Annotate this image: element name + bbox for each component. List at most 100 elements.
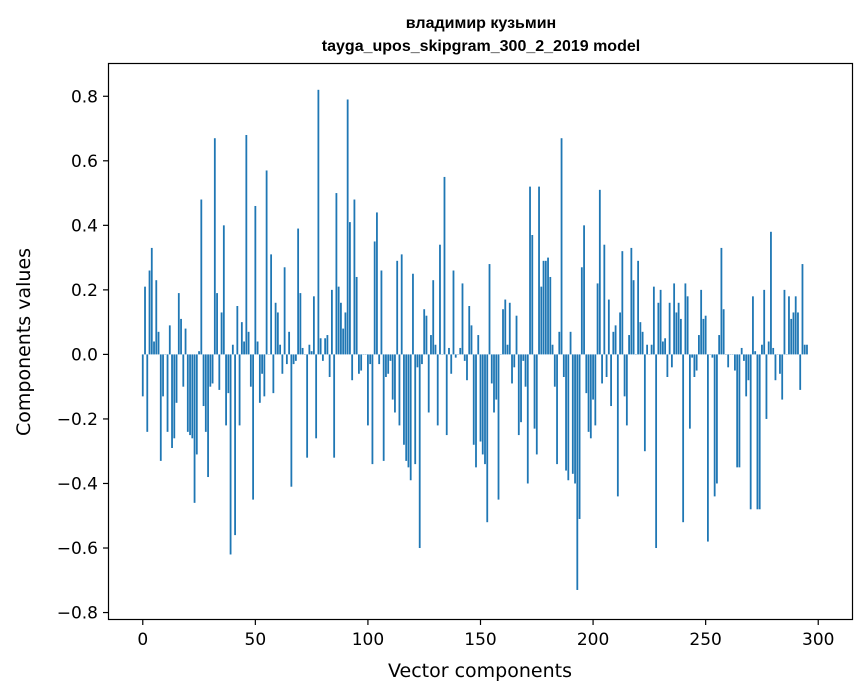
bar-250 <box>704 315 707 355</box>
bar-157 <box>495 354 498 400</box>
bar-199 <box>589 354 592 439</box>
bar-175 <box>535 354 538 455</box>
bar-192 <box>574 354 576 484</box>
bar-256 <box>718 335 721 355</box>
bar-134 <box>443 176 446 355</box>
bar-7 <box>157 331 160 355</box>
bar-221 <box>639 322 642 355</box>
bar-178 <box>542 260 545 355</box>
bar-255 <box>716 354 718 484</box>
bar-57 <box>270 254 273 355</box>
bar-76 <box>312 296 315 355</box>
bar-70 <box>299 293 302 355</box>
bar-47 <box>247 331 250 355</box>
bar-86 <box>335 193 338 355</box>
bar-290 <box>794 296 797 355</box>
bar-209 <box>612 331 615 355</box>
bar-266 <box>740 347 743 355</box>
bar-63 <box>283 267 286 355</box>
bar-144 <box>466 354 468 381</box>
bar-235 <box>670 354 673 368</box>
bar-234 <box>668 302 671 355</box>
chart-subtitle: tayga_upos_skipgram_300_2_2019 model <box>322 38 640 55</box>
bar-117 <box>405 354 408 461</box>
bar-61 <box>279 344 282 355</box>
bar-88 <box>340 302 342 355</box>
bar-253 <box>711 354 714 358</box>
bar-179 <box>544 260 547 355</box>
bar-111 <box>391 354 394 400</box>
bar-223 <box>643 354 646 452</box>
bar-276 <box>763 289 766 355</box>
bar-23 <box>193 354 196 503</box>
x-tick-label: 250 <box>689 630 721 650</box>
bar-135 <box>445 354 448 436</box>
bar-180 <box>547 257 549 355</box>
bar-29 <box>207 354 209 478</box>
bar-20 <box>186 354 189 432</box>
bar-15 <box>175 354 178 403</box>
bar-36 <box>222 225 225 355</box>
bar-155 <box>490 354 493 384</box>
bar-93 <box>351 354 354 381</box>
bar-8 <box>159 354 162 461</box>
bar-26 <box>200 199 203 355</box>
bar-5 <box>153 341 155 355</box>
y-axis-label: Components values <box>13 248 35 436</box>
bar-206 <box>605 354 608 377</box>
bar-141 <box>459 347 462 355</box>
bar-137 <box>450 354 453 374</box>
bar-37 <box>225 354 227 426</box>
bar-170 <box>524 354 527 387</box>
x-tick-label: 100 <box>352 630 384 650</box>
bar-283 <box>779 354 781 374</box>
bar-44 <box>240 322 243 355</box>
bar-254 <box>713 354 716 497</box>
bar-176 <box>538 186 540 355</box>
bar-39 <box>229 354 232 555</box>
bar-64 <box>285 354 288 365</box>
bar-217 <box>630 247 633 355</box>
bar-74 <box>308 344 311 355</box>
bar-49 <box>252 354 254 500</box>
bar-277 <box>765 354 768 419</box>
bar-139 <box>454 354 457 358</box>
bar-270 <box>749 354 752 510</box>
bar-136 <box>448 347 450 355</box>
bar-158 <box>497 354 500 500</box>
bar-165 <box>513 354 516 368</box>
bar-46 <box>245 134 248 355</box>
bar-25 <box>198 351 200 355</box>
bar-58 <box>272 354 275 394</box>
bar-55 <box>265 170 268 355</box>
bar-100 <box>367 354 369 426</box>
bar-118 <box>407 354 410 468</box>
bar-214 <box>623 354 626 397</box>
bar-215 <box>625 354 628 426</box>
bar-143 <box>463 354 466 361</box>
bar-62 <box>281 354 284 374</box>
bar-138 <box>452 270 455 355</box>
bar-68 <box>294 354 297 361</box>
bar-152 <box>484 354 486 465</box>
bar-246 <box>695 354 698 371</box>
bar-287 <box>788 296 790 355</box>
bar-224 <box>646 344 649 355</box>
bar-245 <box>693 354 696 377</box>
bar-89 <box>342 328 345 355</box>
bar-3 <box>148 270 151 355</box>
bar-167 <box>517 354 520 436</box>
bar-295 <box>806 344 808 355</box>
bar-213 <box>621 251 624 355</box>
y-tick-label: −0.6 <box>57 539 98 559</box>
bars-group <box>141 89 808 590</box>
bar-148 <box>475 354 477 468</box>
bar-279 <box>770 231 772 355</box>
bar-150 <box>479 354 482 442</box>
bar-28 <box>204 354 207 432</box>
bar-226 <box>650 344 653 355</box>
bar-18 <box>182 354 185 387</box>
bar-272 <box>754 351 757 355</box>
bar-169 <box>522 354 525 361</box>
bar-101 <box>369 354 372 365</box>
